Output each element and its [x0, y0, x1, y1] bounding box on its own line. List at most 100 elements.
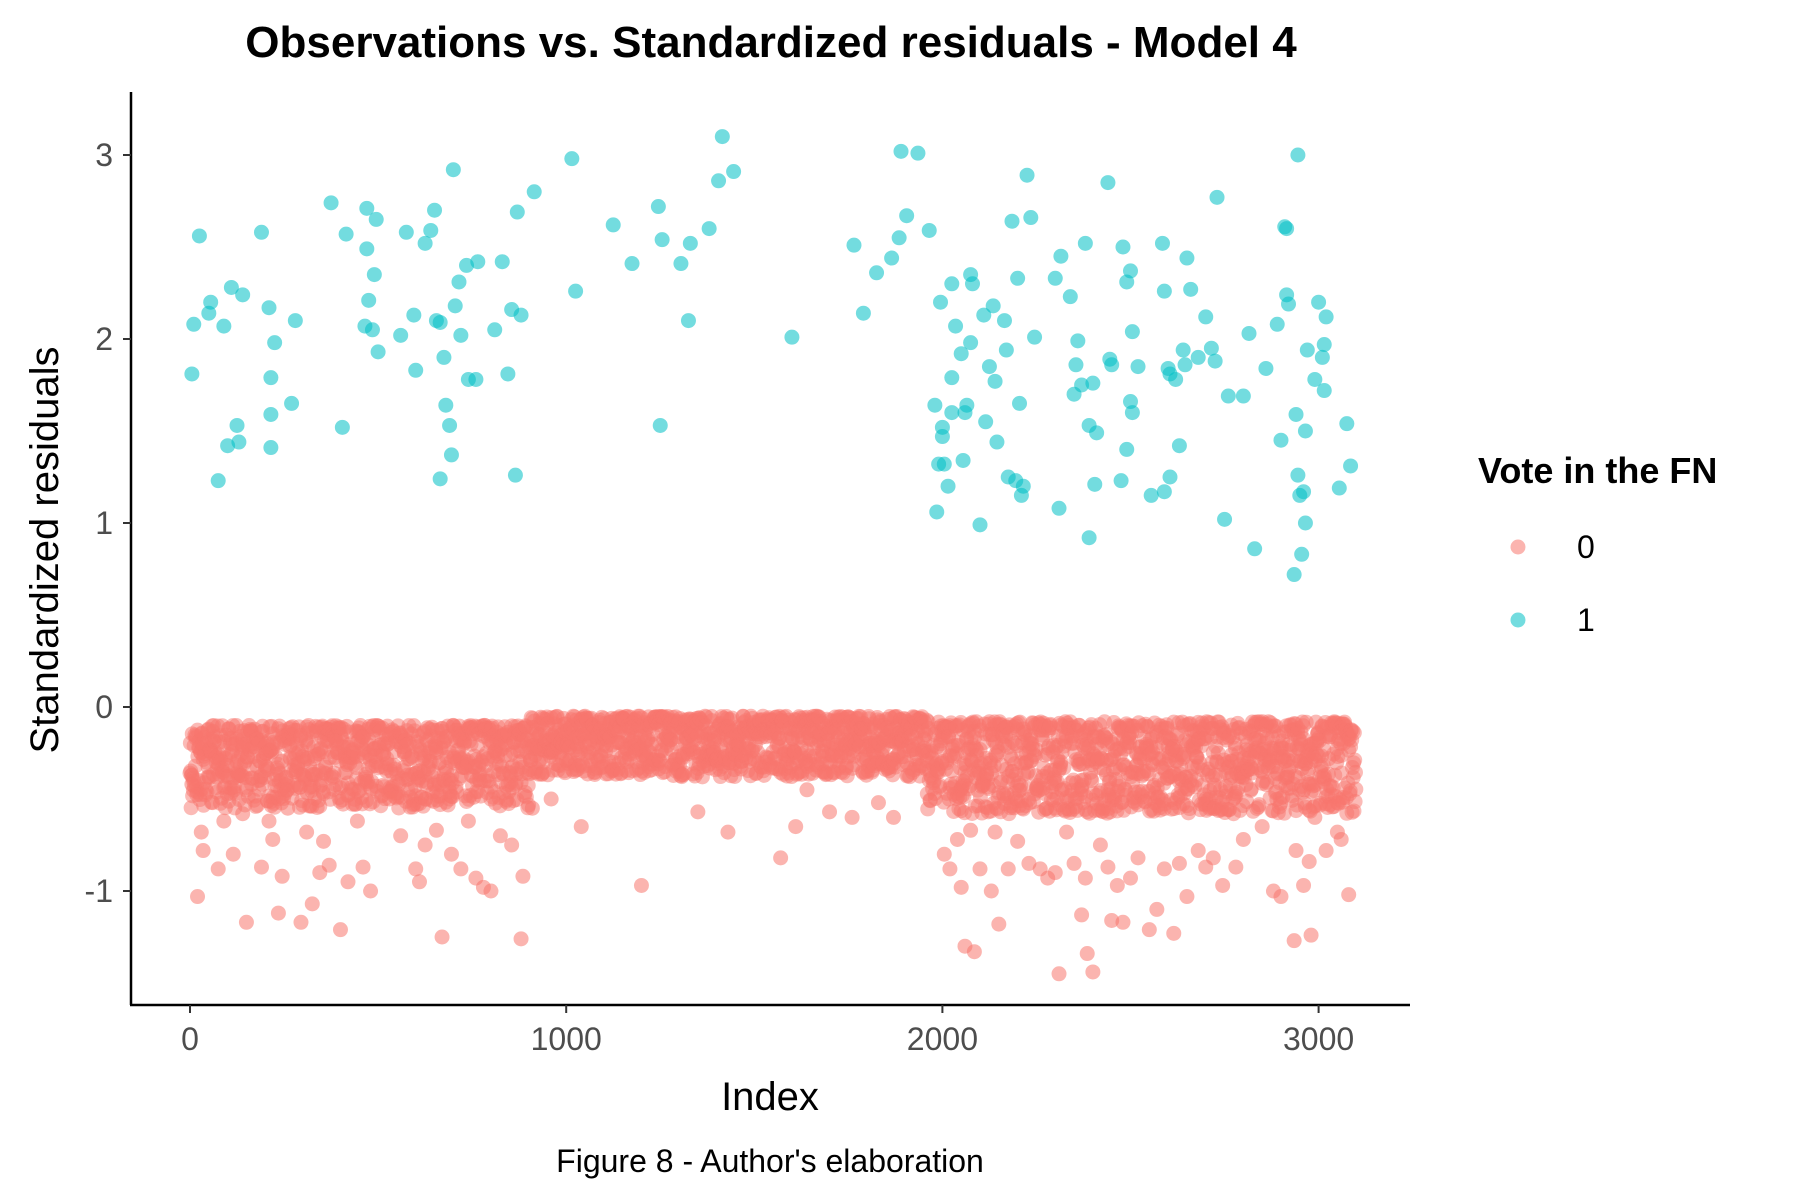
data-point-1	[432, 314, 448, 330]
data-point-1	[1156, 283, 1172, 299]
data-point-1	[1220, 388, 1236, 404]
legend-title: Vote in the FN	[1478, 450, 1717, 491]
data-point-1	[1339, 416, 1355, 432]
data-point-0	[1051, 966, 1067, 982]
data-point-0	[1215, 877, 1231, 893]
data-point-1	[891, 230, 907, 246]
data-point-1	[989, 434, 1005, 450]
data-point-1	[1331, 480, 1347, 496]
data-point-1	[1062, 289, 1078, 305]
data-point-1	[451, 274, 467, 290]
data-point-0	[524, 800, 540, 816]
data-point-1	[231, 434, 247, 450]
data-point-1	[1085, 375, 1101, 391]
data-point-0	[216, 813, 232, 829]
data-point-0	[1021, 855, 1037, 871]
data-point-0	[1056, 760, 1072, 776]
data-point-0	[1286, 933, 1302, 949]
data-point-0	[520, 777, 536, 793]
data-point-1	[445, 162, 461, 178]
legend: Vote in the FN 0 1	[1478, 450, 1717, 638]
x-tick-label: 1000	[531, 1021, 602, 1057]
data-point-0	[1010, 833, 1026, 849]
data-point-0	[393, 828, 409, 844]
legend-key-0	[1510, 539, 1526, 555]
data-point-1	[1207, 353, 1223, 369]
data-point-1	[846, 237, 862, 253]
data-point-0	[1205, 850, 1221, 866]
x-axis-ticks: 0 1000 2000 3000	[181, 1005, 1354, 1057]
data-point-1	[654, 232, 670, 248]
data-point-0	[1347, 794, 1363, 810]
data-point-1	[338, 226, 354, 242]
data-point-1	[998, 342, 1014, 358]
data-point-0	[363, 883, 379, 899]
data-point-0	[1273, 889, 1289, 905]
data-point-0	[942, 861, 958, 877]
data-point-0	[1074, 907, 1090, 923]
data-point-0	[953, 879, 969, 895]
figure-caption: Figure 8 - Author's elaboration	[556, 1143, 984, 1179]
data-point-1	[1015, 478, 1031, 494]
data-point-1	[1294, 546, 1310, 562]
data-point-1	[701, 221, 717, 237]
data-point-1	[284, 395, 300, 411]
data-point-1	[216, 318, 232, 334]
data-point-1	[184, 366, 200, 382]
data-point-0	[443, 846, 459, 862]
data-point-1	[398, 224, 414, 240]
data-point-1	[976, 307, 992, 323]
data-point-0	[190, 889, 206, 905]
data-point-1	[972, 517, 988, 533]
data-point-1	[368, 211, 384, 227]
data-point-1	[985, 298, 1001, 314]
series-1-points	[184, 129, 1359, 583]
data-point-1	[1203, 340, 1219, 356]
data-point-1	[408, 362, 424, 378]
data-point-1	[235, 287, 251, 303]
data-point-0	[253, 859, 269, 875]
data-point-1	[470, 254, 486, 270]
y-tick-label: -1	[85, 873, 113, 909]
data-point-1	[1115, 239, 1131, 255]
data-point-1	[1316, 337, 1332, 353]
data-point-1	[1311, 294, 1327, 310]
data-point-1	[1168, 371, 1184, 387]
data-point-1	[929, 504, 945, 520]
y-tick-label: 2	[95, 321, 113, 357]
data-point-0	[991, 916, 1007, 932]
x-tick-label: 3000	[1283, 1021, 1354, 1057]
data-point-1	[1143, 487, 1159, 503]
data-point-1	[468, 371, 484, 387]
data-point-1	[253, 224, 269, 240]
x-axis-title: Index	[721, 1075, 819, 1119]
data-point-0	[1179, 889, 1195, 905]
y-tick-label: 0	[95, 689, 113, 725]
data-point-0	[1047, 865, 1063, 881]
data-point-1	[323, 195, 339, 211]
data-point-0	[966, 944, 982, 960]
data-point-1	[201, 305, 217, 321]
data-point-0	[1100, 859, 1116, 875]
data-point-1	[1156, 484, 1172, 500]
data-point-0	[1346, 725, 1362, 741]
data-point-1	[1081, 530, 1097, 546]
data-point-1	[1269, 316, 1285, 332]
data-point-1	[436, 349, 452, 365]
data-point-0	[460, 813, 476, 829]
data-point-0	[265, 831, 281, 847]
data-point-1	[447, 298, 463, 314]
data-point-1	[438, 397, 454, 413]
data-point-1	[494, 254, 510, 270]
data-point-1	[1175, 342, 1191, 358]
data-point-1	[1241, 325, 1257, 341]
data-point-1	[1273, 432, 1289, 448]
data-point-1	[963, 335, 979, 351]
data-point-1	[1183, 281, 1199, 297]
data-point-1	[263, 370, 279, 386]
data-point-0	[293, 914, 309, 930]
data-point-1	[442, 417, 458, 433]
y-axis-title: Standardized residuals	[23, 347, 67, 754]
data-point-0	[1190, 843, 1206, 859]
